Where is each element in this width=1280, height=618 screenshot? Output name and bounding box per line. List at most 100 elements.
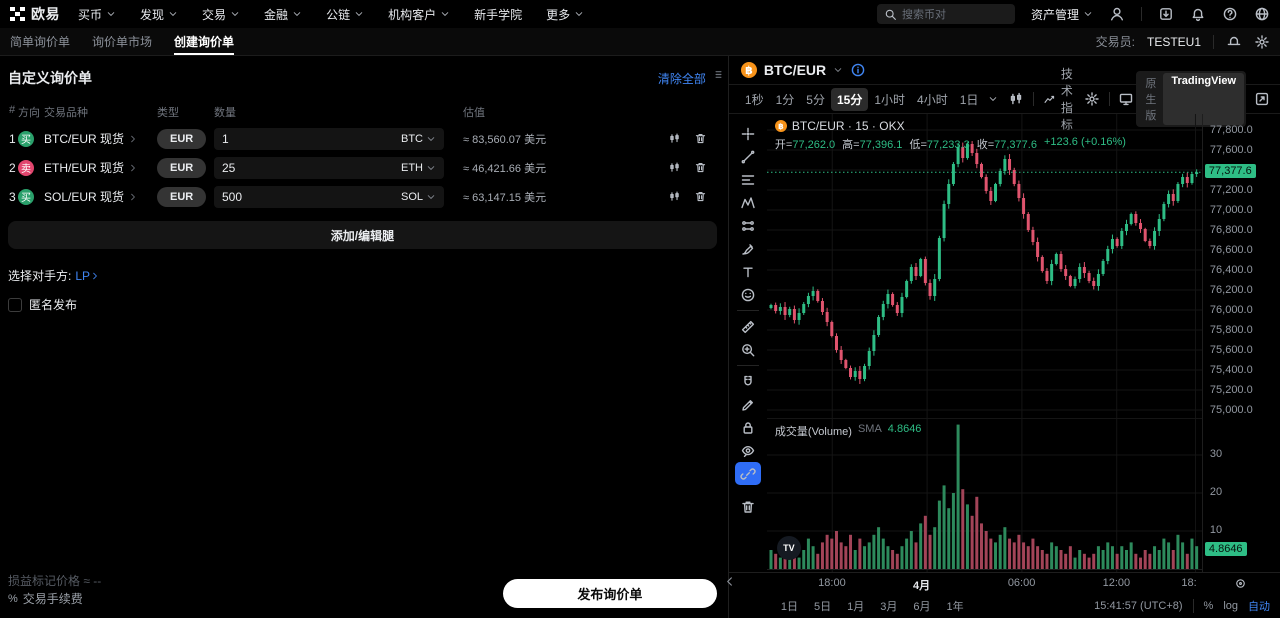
range-tab-1日[interactable]: 1日 xyxy=(780,600,799,613)
currency-type-pill[interactable]: EUR xyxy=(157,128,207,149)
target-icon[interactable] xyxy=(1234,577,1247,590)
globe-icon[interactable] xyxy=(1254,6,1270,22)
download-icon[interactable] xyxy=(1158,6,1174,22)
range-tab-6月[interactable]: 6月 xyxy=(913,600,931,613)
anonymous-checkbox[interactable] xyxy=(8,297,22,312)
nav-item-新手学院[interactable]: 新手学院 xyxy=(474,6,522,23)
percent-scale-button[interactable]: % xyxy=(1203,599,1214,612)
chevron-down-icon[interactable] xyxy=(988,94,998,104)
trash-icon[interactable] xyxy=(694,161,707,174)
currency-type-pill[interactable]: EUR xyxy=(157,186,207,207)
log-scale-button[interactable]: log xyxy=(1223,599,1238,612)
timeframe-1秒[interactable]: 1秒 xyxy=(744,92,764,107)
search-input[interactable]: 搜索币对 xyxy=(876,4,1015,24)
emoji-icon[interactable] xyxy=(735,283,761,306)
price-axis[interactable]: 77,800.077,600.077,400.077,200.077,000.0… xyxy=(1201,114,1264,573)
instrument-select[interactable]: SOL/EUR 现货 xyxy=(44,188,157,205)
instrument-select[interactable]: ETH/EUR 现货 xyxy=(44,159,157,176)
ruler-icon[interactable] xyxy=(735,315,761,338)
quantity-input[interactable]: 25 ETH xyxy=(214,156,444,179)
candle-style-icon[interactable] xyxy=(1008,91,1024,107)
auto-scale-button[interactable]: 自动 xyxy=(1248,600,1270,613)
trash-icon[interactable] xyxy=(735,495,761,518)
indicators-button[interactable]: 技术指标 xyxy=(1043,65,1074,133)
info-icon[interactable] xyxy=(850,62,866,78)
submit-rfq-button[interactable]: 发布询价单 xyxy=(502,579,717,608)
counterparty-select[interactable]: LP xyxy=(75,269,100,283)
lock-icon[interactable] xyxy=(735,416,761,439)
toggle-native[interactable]: 原生版 xyxy=(1145,78,1157,123)
bell-icon[interactable] xyxy=(1190,6,1206,22)
instrument-select[interactable]: BTC/EUR 现货 xyxy=(44,130,157,147)
candle-chart-icon[interactable] xyxy=(668,161,681,174)
trash-icon[interactable] xyxy=(694,190,707,203)
collapse-icon[interactable] xyxy=(723,575,736,588)
expand-icon[interactable] xyxy=(1254,91,1270,107)
nav-item-买币[interactable]: 买币 xyxy=(78,6,116,23)
hat-icon[interactable] xyxy=(1226,34,1242,50)
tab-询价单市场[interactable]: 询价单市场 xyxy=(92,35,153,49)
timeframe-5分[interactable]: 5分 xyxy=(806,92,825,107)
pattern-icon[interactable] xyxy=(735,191,761,214)
candle-chart-icon[interactable] xyxy=(668,132,681,145)
menu-grip-icon[interactable] xyxy=(712,68,725,81)
nav-item-公链[interactable]: 公链 xyxy=(326,6,364,23)
candle-chart-icon[interactable] xyxy=(668,190,681,203)
text-icon[interactable] xyxy=(735,260,761,283)
trash-icon[interactable] xyxy=(694,132,707,145)
range-tab-1年[interactable]: 1年 xyxy=(946,600,964,613)
asset-management-menu[interactable]: 资产管理 xyxy=(1031,6,1093,23)
price-pane[interactable]: ฿ BTC/EUR · 15 · OKX 开=77,262.0 高=77,396… xyxy=(766,114,1202,419)
trading-fee-link[interactable]: % 交易手续费 xyxy=(8,592,83,606)
timeframe-15分[interactable]: 15分 xyxy=(830,87,869,111)
clear-all-button[interactable]: 清除全部 xyxy=(657,71,706,86)
chevron-down-icon[interactable] xyxy=(833,65,843,75)
nav-item-机构客户[interactable]: 机构客户 xyxy=(388,6,450,23)
timeframe-4小时[interactable]: 4小时 xyxy=(917,92,948,107)
magnet-icon[interactable] xyxy=(735,370,761,393)
unit-select[interactable]: SOL xyxy=(401,191,436,203)
tradingview-logo[interactable]: TV xyxy=(776,536,801,561)
tab-简单询价单[interactable]: 简单询价单 xyxy=(10,35,71,49)
quantity-input[interactable]: 1 BTC xyxy=(214,127,444,150)
unit-select[interactable]: ETH xyxy=(401,162,436,174)
monitor-icon[interactable] xyxy=(1118,91,1134,107)
gear-icon[interactable] xyxy=(1254,34,1270,50)
trendline-icon[interactable] xyxy=(735,145,761,168)
divider xyxy=(1141,7,1142,21)
currency-type-pill[interactable]: EUR xyxy=(157,157,207,178)
fib-icon[interactable] xyxy=(735,168,761,191)
position-icon[interactable] xyxy=(735,214,761,237)
unit-select[interactable]: BTC xyxy=(401,133,436,145)
range-tab-5日[interactable]: 5日 xyxy=(814,600,832,613)
brush-icon[interactable] xyxy=(735,237,761,260)
timeframe-1小时[interactable]: 1小时 xyxy=(874,92,906,107)
time-axis[interactable]: 18:00 4月 06:00 12:00 18: xyxy=(727,572,1280,593)
help-icon[interactable] xyxy=(1222,6,1238,22)
zoom-in-icon[interactable] xyxy=(735,338,761,361)
person-icon[interactable] xyxy=(1109,6,1125,22)
crosshair-icon[interactable] xyxy=(735,122,761,145)
toggle-tradingview[interactable]: TradingView xyxy=(1163,73,1244,126)
tab-创建询价单[interactable]: 创建询价单 xyxy=(174,28,235,55)
trash-icon xyxy=(740,499,756,515)
okx-logo[interactable]: 欧易 xyxy=(10,4,60,24)
instrument-label: SOL/EUR 现货 xyxy=(44,190,125,204)
zoom-in-icon xyxy=(740,342,756,358)
volume-pane[interactable]: 成交量(Volume) SMA 4.8646 TV xyxy=(766,418,1202,574)
timeframe-1日[interactable]: 1日 xyxy=(959,92,979,107)
gear-icon[interactable] xyxy=(1084,91,1100,107)
timeframe-1分[interactable]: 1分 xyxy=(775,92,795,107)
pencil-icon[interactable] xyxy=(735,393,761,416)
range-tab-1月[interactable]: 1月 xyxy=(847,600,865,613)
quantity-input[interactable]: 500 SOL xyxy=(214,185,444,208)
nav-item-发现[interactable]: 发现 xyxy=(140,6,178,23)
link-icon[interactable] xyxy=(734,462,761,486)
add-leg-button[interactable]: 添加/编辑腿 xyxy=(8,221,717,249)
range-tab-3月[interactable]: 3月 xyxy=(880,600,898,613)
nav-item-交易[interactable]: 交易 xyxy=(202,6,240,23)
nav-item-金融[interactable]: 金融 xyxy=(264,6,302,23)
nav-item-更多[interactable]: 更多 xyxy=(546,6,584,23)
eye-icon[interactable] xyxy=(735,439,761,462)
table-row: 1 买 BTC/EUR 现货 EUR 1 BTC ≈ 83,560.07 美元 xyxy=(0,124,728,153)
